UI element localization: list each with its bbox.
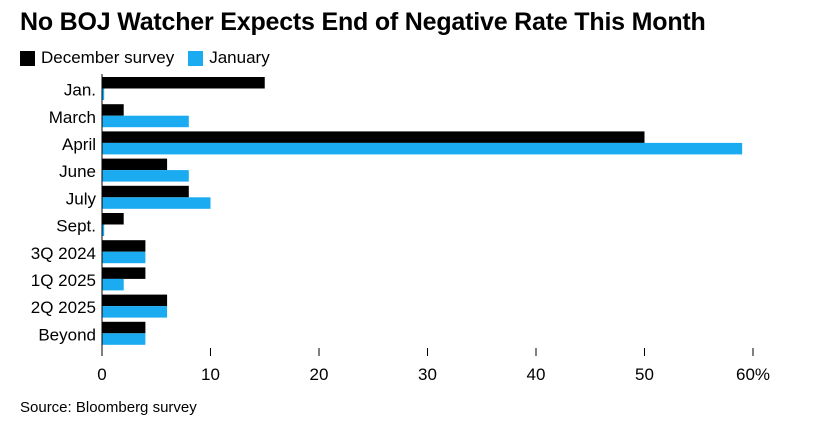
- bar-january: [102, 88, 105, 100]
- bar-january: [102, 170, 189, 182]
- x-tick-label: 0: [97, 365, 106, 384]
- legend-label-january: January: [209, 48, 270, 67]
- x-tick-label: 40: [527, 365, 546, 384]
- source-note: Source: Bloomberg survey: [20, 399, 197, 416]
- x-tick-label: 10: [201, 365, 220, 384]
- x-tick-label: 60%: [736, 365, 770, 384]
- bar-january: [102, 251, 146, 264]
- chart-title: No BOJ Watcher Expects End of Negative R…: [20, 8, 706, 36]
- bar-december: [102, 77, 265, 89]
- x-tick-label: 20: [310, 365, 329, 384]
- legend-swatch-january: [188, 50, 204, 66]
- bar-january: [102, 306, 168, 318]
- legend-item-january: January: [188, 48, 270, 68]
- bar-january: [102, 278, 124, 291]
- bar-december: [102, 131, 645, 143]
- x-tick-label: 30: [418, 365, 437, 384]
- bar-january: [102, 142, 743, 155]
- category-label: Sept.: [56, 217, 96, 236]
- legend-swatch-december: [20, 50, 35, 66]
- bar-december: [102, 185, 189, 198]
- category-label: March: [49, 108, 96, 127]
- bar-december: [102, 321, 146, 334]
- category-label: July: [66, 189, 97, 208]
- bar-january: [102, 333, 146, 345]
- legend-label-december: December survey: [41, 48, 175, 67]
- bar-january: [102, 115, 189, 128]
- x-tick-label: 50: [635, 365, 654, 384]
- category-label: 3Q 2024: [31, 244, 96, 263]
- bar-january: [102, 224, 105, 236]
- bar-december: [102, 267, 146, 279]
- bar-december: [102, 240, 146, 252]
- bar-december: [102, 158, 168, 171]
- category-label: 2Q 2025: [31, 298, 96, 317]
- category-label: Jan.: [64, 81, 96, 100]
- bar-december: [102, 104, 124, 116]
- legend-item-december: December survey: [20, 48, 174, 68]
- category-label: April: [62, 135, 96, 154]
- bar-january: [102, 197, 211, 209]
- legend: December survey January: [20, 48, 284, 68]
- bar-december: [102, 213, 124, 225]
- category-label: 1Q 2025: [31, 271, 96, 290]
- bar-december: [102, 294, 168, 307]
- category-label: Beyond: [38, 325, 96, 344]
- category-label: June: [59, 162, 96, 181]
